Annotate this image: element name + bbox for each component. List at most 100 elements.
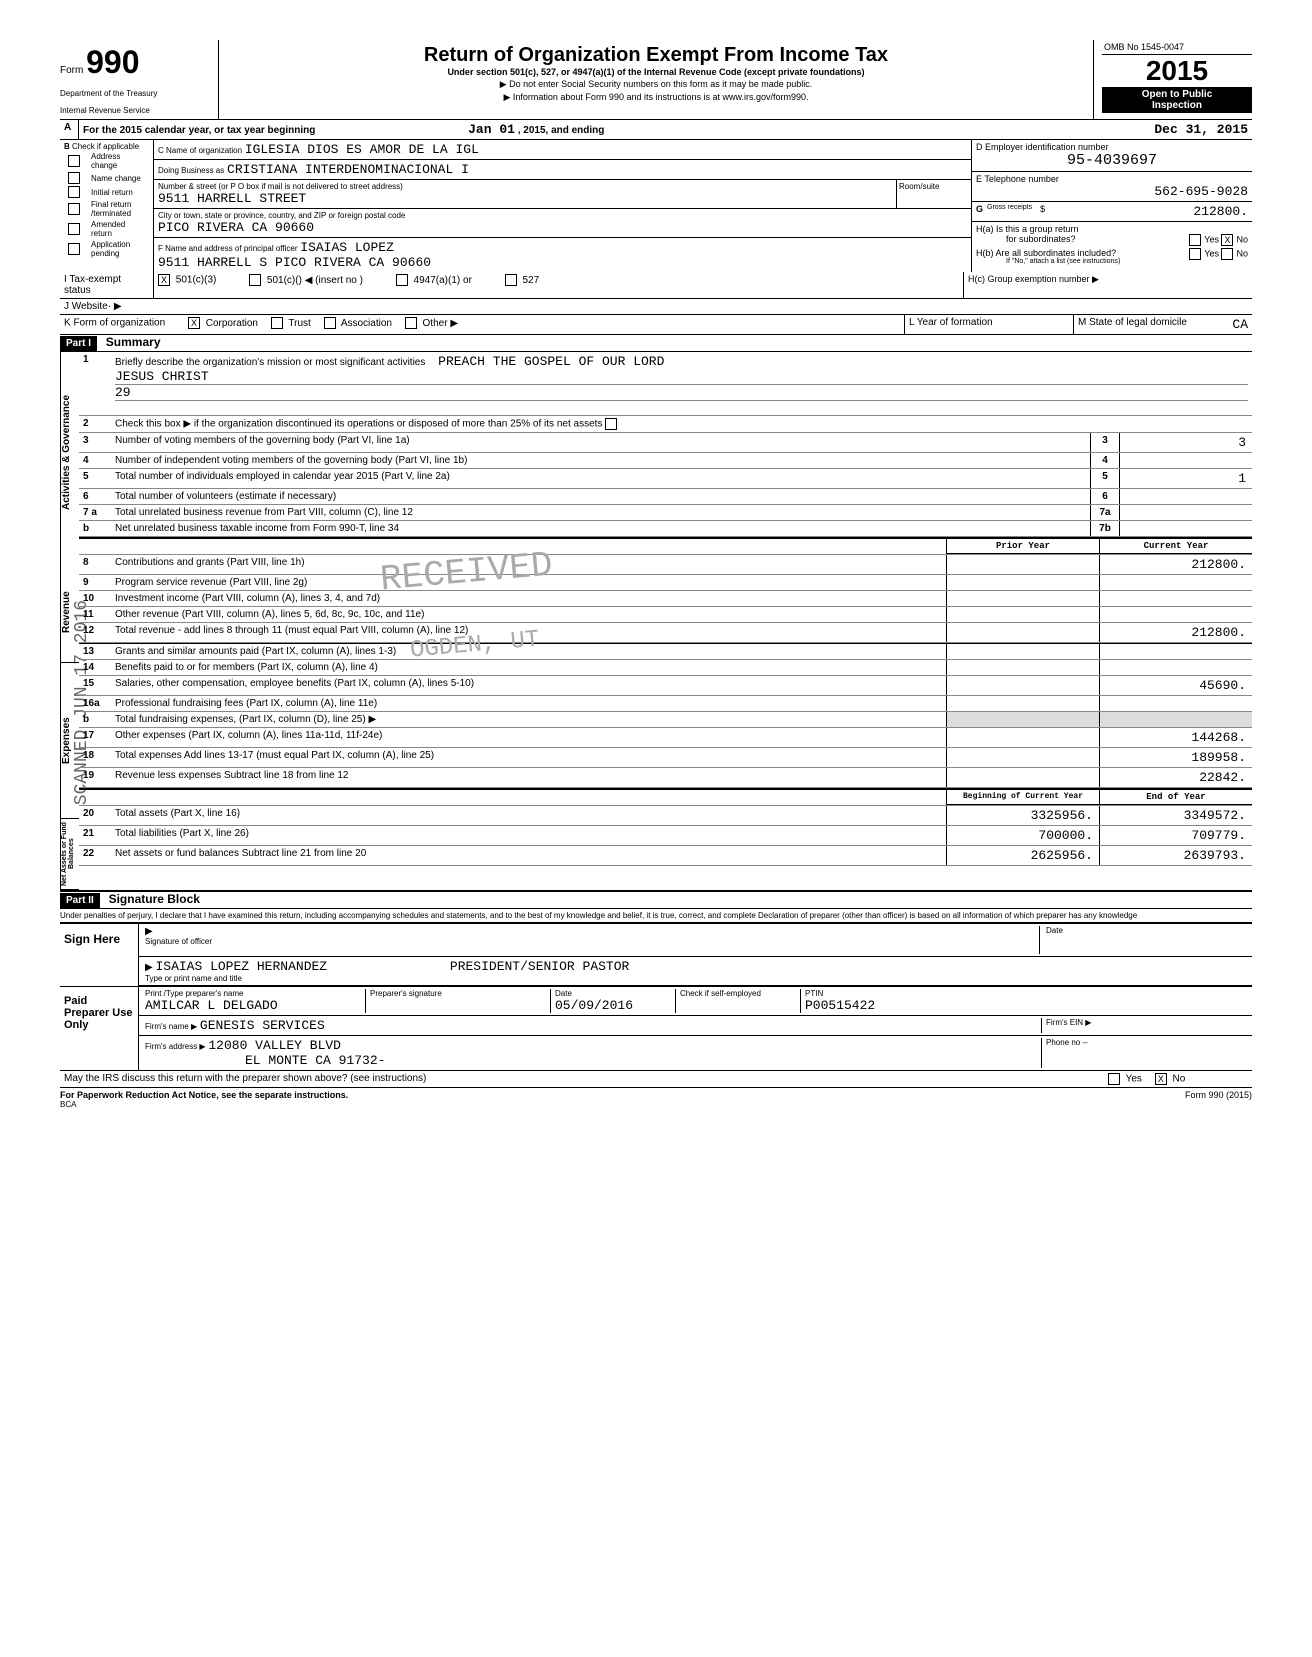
section-c: C Name of organization IGLESIA DIOS ES A… (154, 140, 972, 272)
firm-name: GENESIS SERVICES (200, 1018, 325, 1033)
firm-address2: EL MONTE CA 91732- (245, 1053, 1041, 1068)
revenue-label: Revenue (60, 562, 79, 663)
gov-line-5: 5Total number of individuals employed in… (79, 469, 1252, 489)
exp-line-19: 19Revenue less expenses Subtract line 18… (79, 768, 1252, 788)
line-i: I Tax-exempt status X 501(c)(3) 501(c)()… (60, 272, 1252, 299)
cb-initial-return[interactable] (68, 186, 80, 198)
rev-line-11: 11Other revenue (Part VIII, column (A), … (79, 607, 1252, 623)
checkbox-list: Address change Name change Initial retur… (64, 151, 149, 259)
perjury-text: Under penalties of perjury, I declare th… (60, 909, 1252, 922)
exp-line-18: 18Total expenses Add lines 13-17 (must e… (79, 748, 1252, 768)
officer-title: PRESIDENT/SENIOR PASTOR (450, 959, 629, 974)
cb-501c3[interactable]: X (158, 274, 170, 286)
exp-line-14: 14Benefits paid to or for members (Part … (79, 660, 1252, 676)
state-domicile: CA (1232, 317, 1248, 332)
tax-year-end: Dec 31, 2015 (1154, 122, 1248, 137)
net-line-21: 21Total liabilities (Part X, line 26)700… (79, 826, 1252, 846)
gov-line-3: 3Number of voting members of the governi… (79, 433, 1252, 453)
net-eoy-20: 3349572. (1099, 806, 1252, 825)
street-address: 9511 HARRELL STREET (158, 191, 892, 206)
exp-current-17: 144268. (1099, 728, 1252, 747)
hc-group-exemption: H(c) Group exemption number ▶ (964, 272, 1252, 298)
cb-discontinued[interactable] (605, 418, 617, 430)
gov-line-2: 2Check this box ▶ if the organization di… (79, 416, 1252, 433)
cb-527[interactable] (505, 274, 517, 286)
label-a: A (60, 120, 79, 139)
cb-4947[interactable] (396, 274, 408, 286)
footer: For Paperwork Reduction Act Notice, see … (60, 1088, 1252, 1100)
exp-current-18: 189958. (1099, 748, 1252, 767)
line-a: A For the 2015 calendar year, or tax yea… (60, 120, 1252, 140)
gov-val-6 (1119, 489, 1252, 504)
exp-current-16a (1099, 696, 1252, 711)
gov-val-4 (1119, 453, 1252, 468)
tax-year: 2015 (1102, 55, 1252, 87)
cb-discuss-yes[interactable] (1108, 1073, 1120, 1085)
firm-address1: 12080 VALLEY BLVD (208, 1038, 341, 1053)
rev-line-10: 10Investment income (Part VIII, column (… (79, 591, 1252, 607)
header-right: OMB No 1545-0047 2015 Open to Public Ins… (1094, 40, 1252, 119)
form-header: Form 990 Department of the Treasury Inte… (60, 40, 1252, 120)
rev-current-8: 212800. (1099, 555, 1252, 574)
gov-line-7 a: 7 aTotal unrelated business revenue from… (79, 505, 1252, 521)
cb-amended[interactable] (68, 223, 80, 235)
rev-line-9: 9Program service revenue (Part VIII, lin… (79, 575, 1252, 591)
phone: 562-695-9028 (976, 184, 1248, 199)
sign-here-block: Sign Here ▶Signature of officer Date ▶ I… (60, 922, 1252, 987)
gov-line-4: 4Number of independent voting members of… (79, 453, 1252, 469)
officer-printed-name: ISAIAS LOPEZ HERNANDEZ (155, 959, 327, 974)
rev-current-10 (1099, 591, 1252, 606)
cb-trust[interactable] (271, 317, 283, 329)
dba-name: CRISTIANA INTERDENOMINACIONAL I (227, 162, 469, 177)
cb-discuss-no[interactable]: X (1155, 1073, 1167, 1085)
gross-receipts: 212800. (1045, 204, 1248, 219)
line-j: J Website· ▶ (60, 299, 1252, 315)
form-footer: Form 990 (2015) (1185, 1090, 1252, 1100)
cb-group-no[interactable]: X (1221, 234, 1233, 246)
gov-val-3: 3 (1119, 433, 1252, 452)
officer-address: 9511 HARRELL S PICO RIVERA CA 90660 (158, 255, 967, 270)
governance-label: Activities & Governance (60, 352, 79, 562)
cb-address-change[interactable] (68, 155, 80, 167)
cb-501c[interactable] (249, 274, 261, 286)
section-b: B Check if applicable Address change Nam… (60, 140, 154, 272)
cb-other[interactable] (405, 317, 417, 329)
header-line2: ▶ Information about Form 990 and its ins… (227, 92, 1085, 103)
form-number: 990 (86, 44, 139, 80)
principal-officer: ISAIAS LOPEZ (300, 240, 394, 255)
preparer-date: 05/09/2016 (555, 998, 675, 1013)
netassets-label: Net Assets or Fund Balances (60, 819, 79, 890)
net-boy-20: 3325956. (946, 806, 1099, 825)
cb-application-pending[interactable] (68, 243, 80, 255)
cb-name-change[interactable] (68, 172, 80, 184)
dept-irs: Internal Revenue Service (60, 106, 210, 115)
exp-line-15: 15Salaries, other compensation, employee… (79, 676, 1252, 696)
net-eoy-22: 2639793. (1099, 846, 1252, 865)
omb-number: OMB No 1545-0047 (1102, 40, 1252, 55)
gov-val-7 a (1119, 505, 1252, 520)
expenses-label: Expenses (60, 663, 79, 819)
rev-current-12: 212800. (1099, 623, 1252, 642)
org-name: IGLESIA DIOS ES AMOR DE LA IGL (245, 142, 479, 157)
cb-corp[interactable]: X (188, 317, 200, 329)
cb-sub-yes[interactable] (1189, 248, 1201, 260)
header-mid: Return of Organization Exempt From Incom… (219, 40, 1094, 119)
preparer-name: AMILCAR L DELGADO (145, 998, 365, 1013)
cb-assoc[interactable] (324, 317, 336, 329)
net-line-22: 22Net assets or fund balances Subtract l… (79, 846, 1252, 866)
cb-sub-no[interactable] (1221, 248, 1233, 260)
exp-line-13: 13Grants and similar amounts paid (Part … (79, 644, 1252, 660)
revenue-col-headers: Prior Year Current Year (79, 537, 1252, 555)
exp-line-16a: 16aProfessional fundraising fees (Part I… (79, 696, 1252, 712)
line-k: K Form of organization X Corporation Tru… (60, 315, 1252, 335)
cb-group-yes[interactable] (1189, 234, 1201, 246)
city-state-zip: PICO RIVERA CA 90660 (158, 220, 967, 235)
cb-final-return[interactable] (68, 203, 80, 215)
exp-current-14 (1099, 660, 1252, 675)
tax-year-begin: Jan 01 (468, 122, 515, 137)
rev-current-11 (1099, 607, 1252, 622)
net-line-20: 20Total assets (Part X, line 16)3325956.… (79, 806, 1252, 826)
exp-current-b (1099, 712, 1252, 727)
ein: 95-4039697 (976, 152, 1248, 169)
line-1: 1 Briefly describe the organization's mi… (79, 352, 1252, 416)
